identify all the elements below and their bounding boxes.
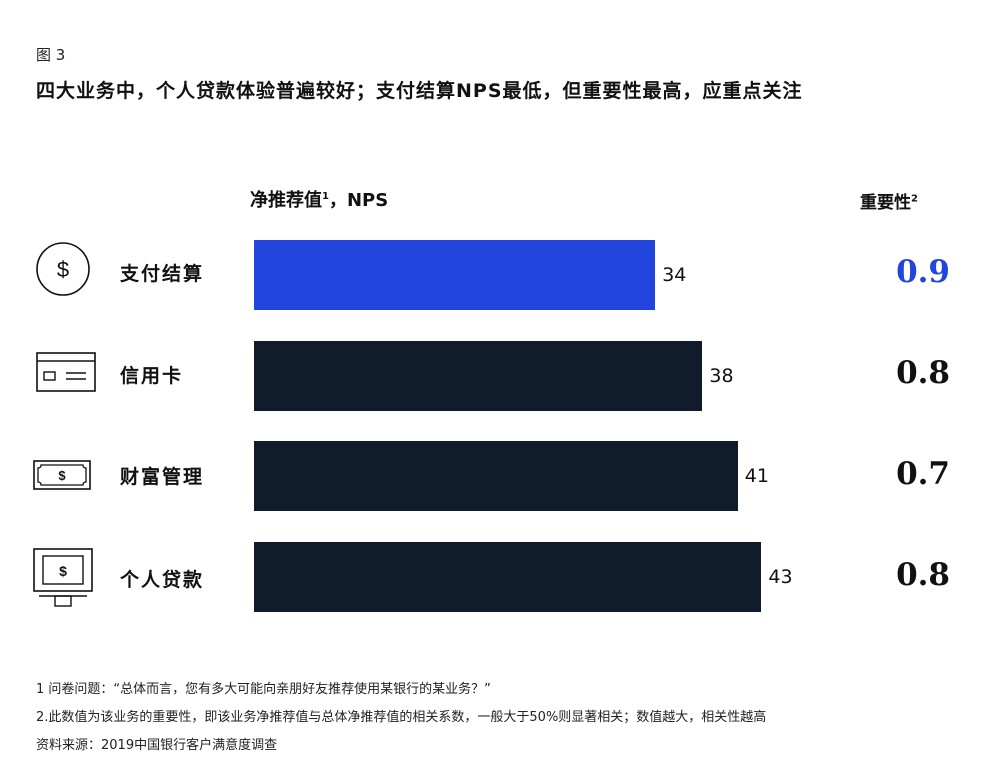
nps-header-text: 净推荐值 — [250, 190, 322, 211]
dollar-coin-icon: $ — [36, 242, 90, 296]
importance-value-3: 0.8 — [896, 557, 950, 593]
nps-value-label-3: 43 — [768, 566, 793, 588]
nps-bar-2 — [254, 441, 738, 511]
nps-value-label-1: 38 — [709, 365, 734, 387]
figure-label: 图 3 — [36, 46, 66, 64]
nps-header-footnote-mark: 1 — [322, 191, 329, 202]
svg-text:$: $ — [59, 563, 67, 579]
footnote-1: 1 问卷问题：“总体而言，您有多大可能向亲朋好友推荐使用某银行的某业务？” — [36, 682, 491, 697]
nps-header: 净推荐值1，NPS — [250, 186, 388, 212]
nps-value-label-2: 41 — [744, 465, 769, 487]
footnote-2: 2.此数值为该业务的重要性，即该业务净推荐值与总体净推荐值的相关系数，一般大于5… — [36, 710, 767, 725]
category-label-2: 财富管理 — [120, 466, 205, 488]
category-label-3: 个人贷款 — [120, 569, 205, 591]
category-label-1: 信用卡 — [120, 365, 184, 387]
banknote-icon: $ — [33, 460, 91, 490]
nps-bar-1 — [254, 341, 703, 411]
atm-icon: $ — [33, 548, 93, 607]
importance-value-1: 0.8 — [896, 355, 950, 391]
importance-header: 重要性2 — [860, 188, 918, 213]
nps-bar-3 — [254, 542, 762, 612]
category-label-0: 支付结算 — [120, 263, 205, 285]
source-note: 资料来源：2019中国银行客户满意度调查 — [36, 738, 278, 753]
importance-header-text: 重要性 — [860, 193, 911, 213]
nps-bar-0 — [254, 240, 656, 310]
importance-value-2: 0.7 — [896, 456, 950, 492]
nps-value-label-0: 34 — [662, 264, 687, 286]
svg-text:$: $ — [57, 257, 69, 282]
chart-title: 四大业务中，个人贷款体验普遍较好；支付结算NPS最低，但重要性最高，应重点关注 — [36, 80, 803, 102]
nps-header-suffix: ，NPS — [328, 190, 389, 211]
importance-value-0: 0.9 — [896, 254, 950, 290]
svg-text:$: $ — [58, 468, 66, 483]
credit-card-icon — [36, 352, 96, 392]
importance-header-footnote-mark: 2 — [911, 193, 918, 205]
